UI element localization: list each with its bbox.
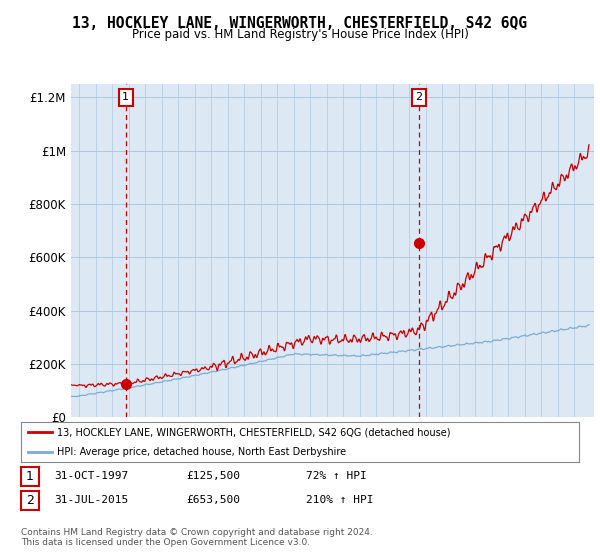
- Text: HPI: Average price, detached house, North East Derbyshire: HPI: Average price, detached house, Nort…: [57, 446, 346, 456]
- Text: 31-JUL-2015: 31-JUL-2015: [54, 496, 128, 505]
- Text: 72% ↑ HPI: 72% ↑ HPI: [306, 472, 367, 481]
- Text: 1: 1: [122, 92, 129, 102]
- Text: Price paid vs. HM Land Registry's House Price Index (HPI): Price paid vs. HM Land Registry's House …: [131, 28, 469, 41]
- Text: 13, HOCKLEY LANE, WINGERWORTH, CHESTERFIELD, S42 6QG (detached house): 13, HOCKLEY LANE, WINGERWORTH, CHESTERFI…: [57, 427, 451, 437]
- Text: 13, HOCKLEY LANE, WINGERWORTH, CHESTERFIELD, S42 6QG: 13, HOCKLEY LANE, WINGERWORTH, CHESTERFI…: [73, 16, 527, 31]
- Text: 210% ↑ HPI: 210% ↑ HPI: [306, 496, 373, 505]
- Text: 2: 2: [26, 494, 34, 507]
- Text: £125,500: £125,500: [186, 472, 240, 481]
- Text: Contains HM Land Registry data © Crown copyright and database right 2024.
This d: Contains HM Land Registry data © Crown c…: [21, 528, 373, 547]
- Text: 31-OCT-1997: 31-OCT-1997: [54, 472, 128, 481]
- Text: £653,500: £653,500: [186, 496, 240, 505]
- Text: 1: 1: [26, 470, 34, 483]
- Text: 2: 2: [415, 92, 422, 102]
